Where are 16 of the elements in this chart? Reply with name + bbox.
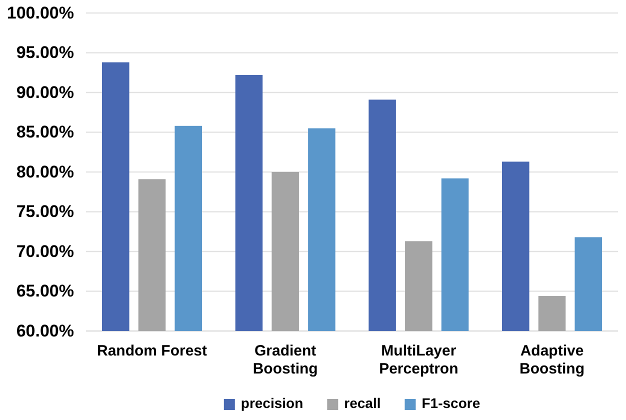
y-tick-label: 80.00% [16, 162, 74, 182]
x-tick-label: Random Forest [96, 342, 208, 360]
y-tick-label: 75.00% [16, 202, 74, 222]
x-tick-label: Adaptive Boosting [520, 342, 584, 378]
y-tick-label: 85.00% [16, 122, 74, 142]
y-tick-label: 65.00% [16, 282, 74, 301]
y-tick-label: 90.00% [16, 82, 74, 102]
y-tick-label: 100.00% [6, 3, 74, 22]
legend-label: F1-score [422, 395, 480, 411]
y-tick-label: 95.00% [16, 43, 74, 62]
legend-label: recall [344, 395, 381, 411]
x-tick-label: MultiLayer Perceptron [379, 342, 458, 378]
y-tick-label: 70.00% [16, 242, 74, 261]
y-tick-label: 60.00% [16, 321, 74, 340]
legend-label: precision [240, 395, 304, 411]
x-tick-label: Gradient Boosting [252, 342, 318, 378]
